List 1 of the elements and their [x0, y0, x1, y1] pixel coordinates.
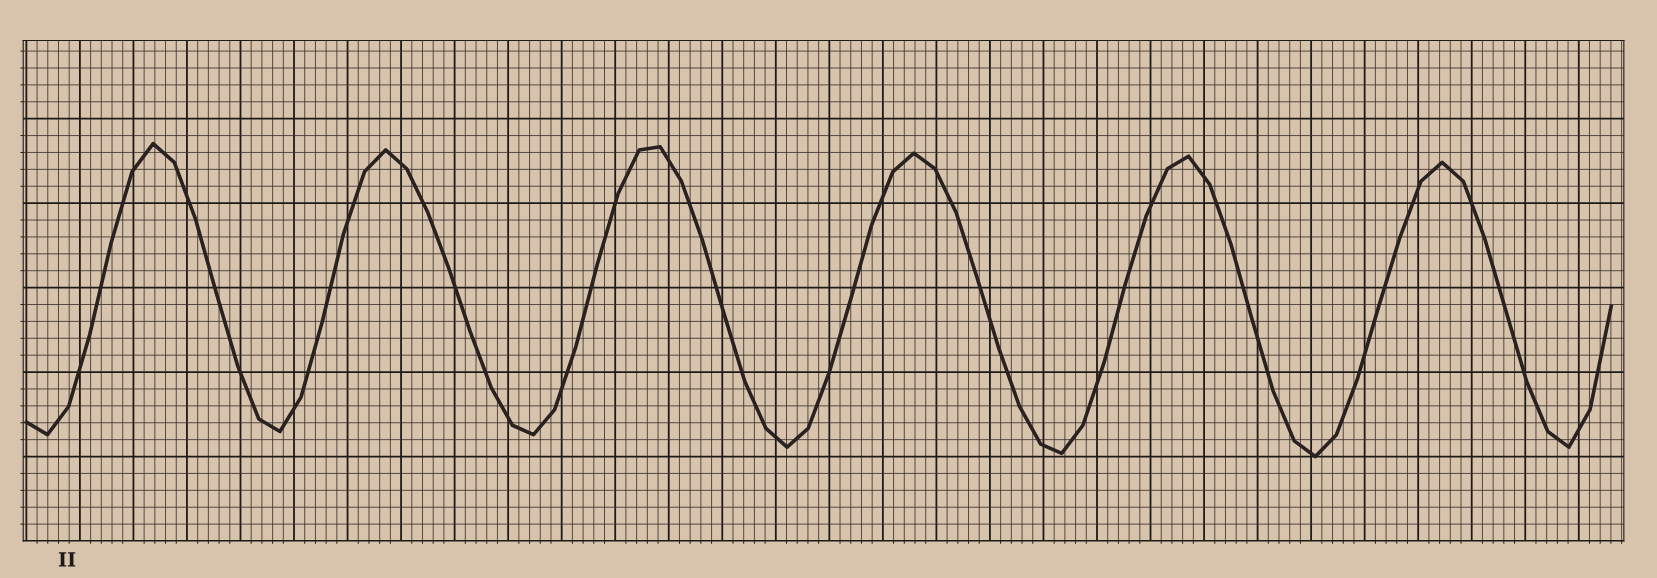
text: II	[58, 552, 76, 567]
